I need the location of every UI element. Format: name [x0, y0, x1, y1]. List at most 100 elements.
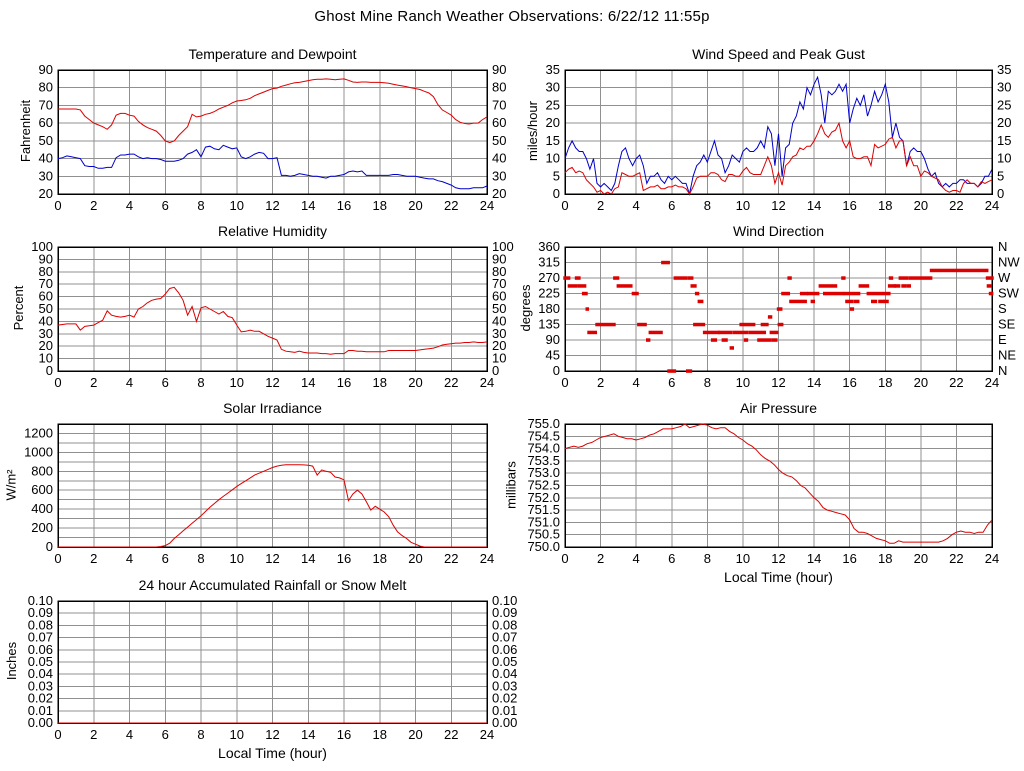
plot-frame [57, 69, 488, 195]
y-tick-label: 0.03 [492, 678, 517, 693]
x-tick-label: 24 [985, 551, 999, 566]
y-tick-label: 315 [538, 255, 560, 270]
y-tick-label: 754.5 [527, 428, 560, 443]
y-tick-label: 80 [39, 264, 53, 279]
y-tick-label: 360 [538, 239, 560, 254]
y-tick-label: 754.0 [527, 441, 560, 456]
y-tick-label: 0.02 [492, 691, 517, 706]
y-tick-label: 600 [31, 482, 53, 497]
y-tick-label: 0.07 [492, 630, 517, 645]
x-tick-label: 10 [736, 375, 750, 390]
y-tick-label: 20 [997, 115, 1011, 130]
x-tick-label: 14 [807, 198, 821, 213]
y-tick-label: 0.00 [492, 715, 517, 730]
y-tick-label: 270 [538, 270, 560, 285]
y-tick-label: 50 [39, 133, 53, 148]
x-tick-label: 16 [842, 551, 856, 566]
series-peak-gust [564, 75, 993, 196]
y-tick-label: 90 [492, 251, 506, 266]
y-tick-label: 10 [546, 151, 560, 166]
x-tick-label: 8 [197, 375, 204, 390]
compass-label: N [998, 239, 1007, 254]
chart-title-rainfall-snowmelt: 24 hour Accumulated Rainfall or Snow Mel… [138, 577, 407, 593]
x-tick-label: 12 [771, 198, 785, 213]
plot-frame [564, 246, 993, 372]
gridlines [57, 423, 488, 548]
chart-temperature-dewpoint: Temperature and Dewpoint Fahrenheit 20 20… [0, 44, 521, 242]
x-tick-label: 18 [373, 198, 387, 213]
x-axis-label-local-time: Local Time (hour) [218, 745, 327, 761]
compass-label: NE [998, 348, 1016, 363]
y-tick-label: 30 [39, 168, 53, 183]
y-tick-label: 0.00 [28, 715, 53, 730]
y-tick-label: 20 [546, 115, 560, 130]
x-tick-label: 4 [126, 727, 133, 742]
y-tick-label: 0.05 [28, 654, 53, 669]
x-tick-label: 14 [301, 551, 315, 566]
x-tick-label: 18 [878, 551, 892, 566]
x-tick-label: 0 [561, 551, 568, 566]
x-tick-label: 24 [480, 551, 494, 566]
series-air-pressure [564, 423, 993, 544]
y-tick-label: 0 [492, 363, 499, 378]
y-tick-label: 0.01 [492, 703, 517, 718]
series-solar-irradiance [58, 464, 487, 548]
y-tick-label: 752.0 [527, 490, 560, 505]
y-tick-label: 80 [492, 80, 506, 95]
y-tick-label: 755.0 [527, 416, 560, 431]
gridlines [564, 69, 993, 195]
y-tick-label: 0.03 [28, 678, 53, 693]
x-tick-label: 18 [373, 375, 387, 390]
x-tick-label: 22 [444, 375, 458, 390]
page-title: Ghost Mine Ranch Weather Observations: 6… [314, 8, 710, 25]
plot-frame [57, 246, 488, 372]
compass-label: E [998, 332, 1007, 347]
chart-air-pressure: Air Pressure millibars Local Time (hour)… [504, 398, 1024, 595]
chart-wind-direction: Wind Direction degrees 0 45 90 135 180 225 270… [507, 221, 1024, 419]
chart-relative-humidity: Relative Humidity Percent 0 0 10 10 20 20 30 30… [0, 221, 521, 419]
x-tick-label: 6 [668, 551, 675, 566]
y-tick-label: 0.04 [492, 666, 517, 681]
x-tick-label: 22 [444, 198, 458, 213]
axis-labels: 750.0750.5751.0751.5752.0752.5753.0753.5… [527, 416, 999, 566]
x-tick-label: 18 [373, 551, 387, 566]
x-tick-label: 22 [949, 198, 963, 213]
x-tick-label: 16 [337, 551, 351, 566]
y-tick-label: 10 [997, 151, 1011, 166]
y-tick-label: 1000 [24, 444, 53, 459]
x-tick-label: 8 [704, 375, 711, 390]
x-tick-label: 16 [842, 198, 856, 213]
x-tick-label: 16 [337, 727, 351, 742]
y-tick-label: 70 [492, 97, 506, 112]
y-tick-label: 60 [39, 289, 53, 304]
y-tick-label: 752.5 [527, 478, 560, 493]
y-tick-label: 90 [39, 251, 53, 266]
x-tick-label: 0 [561, 375, 568, 390]
x-tick-label: 22 [949, 375, 963, 390]
compass-label: W [998, 270, 1011, 285]
y-tick-label: 0.09 [28, 605, 53, 620]
y-tick-label: 20 [492, 338, 506, 353]
y-tick-label: 100 [492, 239, 514, 254]
x-tick-label: 12 [265, 198, 279, 213]
plot-area-press: 750.0750.5751.0751.5752.0752.5753.0753.5… [527, 416, 999, 566]
x-tick-label: 20 [914, 551, 928, 566]
chart-solar-irradiance: Solar Irradiance W/m² 0 200 400 600 800 1000 1… [0, 398, 521, 595]
y-tick-label: 70 [39, 276, 53, 291]
y-tick-label: 0.06 [492, 642, 517, 657]
gridlines [564, 423, 993, 548]
compass-label: S [998, 301, 1007, 316]
gridlines [57, 246, 488, 372]
x-tick-label: 18 [878, 375, 892, 390]
chart-title-temperature-dewpoint: Temperature and Dewpoint [188, 46, 357, 62]
compass-label: NW [998, 255, 1020, 270]
x-tick-label: 12 [265, 551, 279, 566]
y-tick-label: 50 [492, 133, 506, 148]
x-tick-label: 20 [408, 727, 422, 742]
x-tick-label: 24 [480, 375, 494, 390]
y-tick-label: 70 [492, 276, 506, 291]
x-tick-label: 2 [597, 375, 604, 390]
y-tick-label: 0.07 [28, 630, 53, 645]
